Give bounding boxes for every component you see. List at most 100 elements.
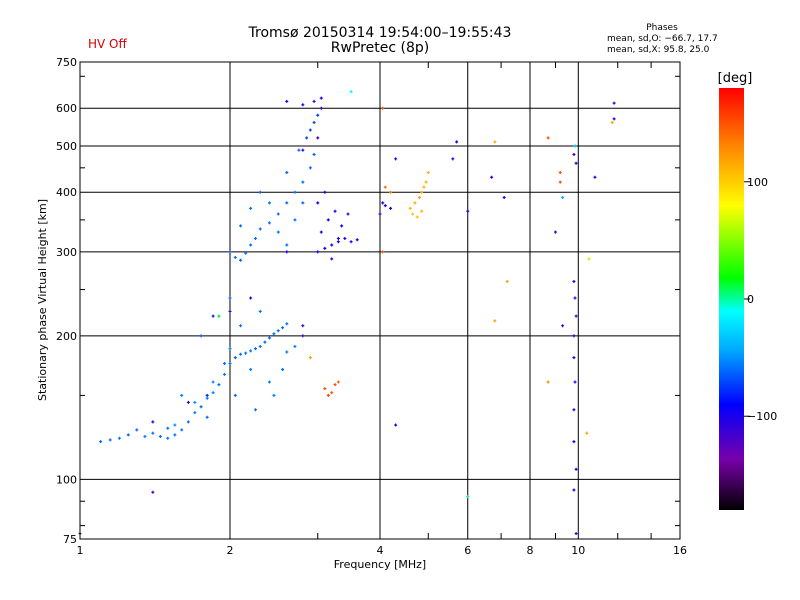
data-point: [585, 431, 589, 435]
data-point: [316, 201, 320, 205]
data-point: [239, 258, 243, 262]
data-point: [572, 152, 576, 156]
data-point: [561, 324, 565, 328]
data-point: [205, 415, 209, 419]
data-point: [558, 170, 562, 174]
data-point: [228, 361, 232, 365]
data-point: [355, 238, 359, 242]
data-point: [267, 336, 271, 340]
y-tick-label: 300: [56, 246, 77, 259]
data-point: [394, 423, 398, 427]
grid-lines: [80, 62, 680, 539]
data-point: [308, 166, 312, 170]
colorbar-ticks: 100 0 −100: [744, 176, 777, 423]
data-point: [573, 380, 577, 384]
data-point: [166, 436, 170, 440]
y-tick-label: 750: [56, 56, 77, 69]
data-point: [610, 121, 614, 125]
data-point: [572, 440, 576, 444]
data-point: [490, 175, 494, 179]
data-point: [572, 279, 576, 283]
data-point: [211, 380, 215, 384]
chart-subtitle: RwPretec (8p): [330, 40, 430, 56]
data-point: [558, 180, 562, 184]
data-point: [249, 349, 253, 353]
data-point: [574, 467, 578, 471]
data-point: [336, 240, 340, 244]
data-point: [415, 215, 419, 219]
data-point: [293, 190, 297, 194]
data-point: [574, 161, 578, 165]
data-point: [612, 117, 616, 121]
data-point: [135, 428, 139, 432]
data-point: [546, 136, 550, 140]
data-point: [258, 227, 262, 231]
data-point: [223, 361, 227, 365]
x-tick-label: 1: [77, 544, 84, 557]
y-tick-label: 500: [56, 140, 77, 153]
data-point: [253, 408, 257, 412]
data-point: [199, 405, 203, 409]
data-point: [249, 367, 253, 371]
y-tick-label: 100: [56, 473, 77, 486]
data-point: [285, 322, 289, 326]
data-point: [381, 106, 385, 110]
data-point: [276, 212, 280, 216]
data-point: [205, 396, 209, 400]
data-point: [417, 195, 421, 199]
colorbar: [719, 88, 744, 510]
data-point: [301, 103, 305, 107]
data-point: [336, 380, 340, 384]
y-tick-label: 200: [56, 330, 77, 343]
data-point: [561, 195, 565, 199]
data-point: [233, 393, 237, 397]
data-point: [285, 99, 289, 103]
data-point: [574, 532, 578, 536]
data-point: [346, 212, 350, 216]
data-point: [312, 121, 316, 125]
data-point: [193, 400, 197, 404]
colorbar-label: [deg]: [718, 71, 753, 86]
data-point: [126, 433, 130, 437]
data-point: [572, 356, 576, 360]
data-point: [239, 352, 243, 356]
data-point: [505, 279, 509, 283]
data-point: [553, 230, 557, 234]
y-tick-label: 600: [56, 102, 77, 115]
data-points: [78, 90, 616, 536]
data-point: [99, 440, 103, 444]
data-point: [333, 383, 337, 387]
data-point: [272, 332, 276, 336]
data-point: [249, 296, 253, 300]
data-point: [217, 383, 221, 387]
data-point: [151, 420, 155, 424]
data-point: [316, 136, 320, 140]
stats-o: mean, sd,O: −66.7, 17.7: [607, 34, 718, 44]
y-ticks: 75 100 200 300 400 500 600 750: [56, 56, 680, 546]
data-point: [378, 212, 382, 216]
data-point: [312, 152, 316, 156]
data-point: [108, 438, 112, 442]
data-point: [343, 236, 347, 240]
data-point: [253, 236, 257, 240]
data-point: [297, 148, 301, 152]
data-point: [422, 185, 426, 189]
data-point: [239, 324, 243, 328]
data-point: [180, 428, 184, 432]
data-point: [285, 243, 289, 247]
data-point: [253, 347, 257, 351]
data-point: [466, 495, 470, 499]
data-point: [333, 209, 337, 213]
data-point: [573, 296, 577, 300]
data-point: [411, 212, 415, 216]
data-point: [383, 185, 387, 189]
data-point: [319, 106, 323, 110]
data-point: [612, 101, 616, 105]
data-point: [546, 380, 550, 384]
data-point: [394, 157, 398, 161]
data-point: [276, 329, 280, 333]
y-axis-label: Stationary phase Virtual Height [km]: [36, 199, 49, 401]
data-point: [305, 136, 309, 140]
data-point: [383, 204, 387, 208]
data-point: [205, 393, 209, 397]
